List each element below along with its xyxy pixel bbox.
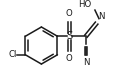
Text: HO: HO — [79, 0, 92, 9]
Text: O: O — [66, 54, 73, 63]
Text: O: O — [66, 9, 73, 18]
Text: N: N — [83, 58, 89, 67]
Text: S: S — [66, 31, 72, 41]
Text: Cl: Cl — [8, 50, 17, 59]
Text: N: N — [99, 12, 105, 21]
